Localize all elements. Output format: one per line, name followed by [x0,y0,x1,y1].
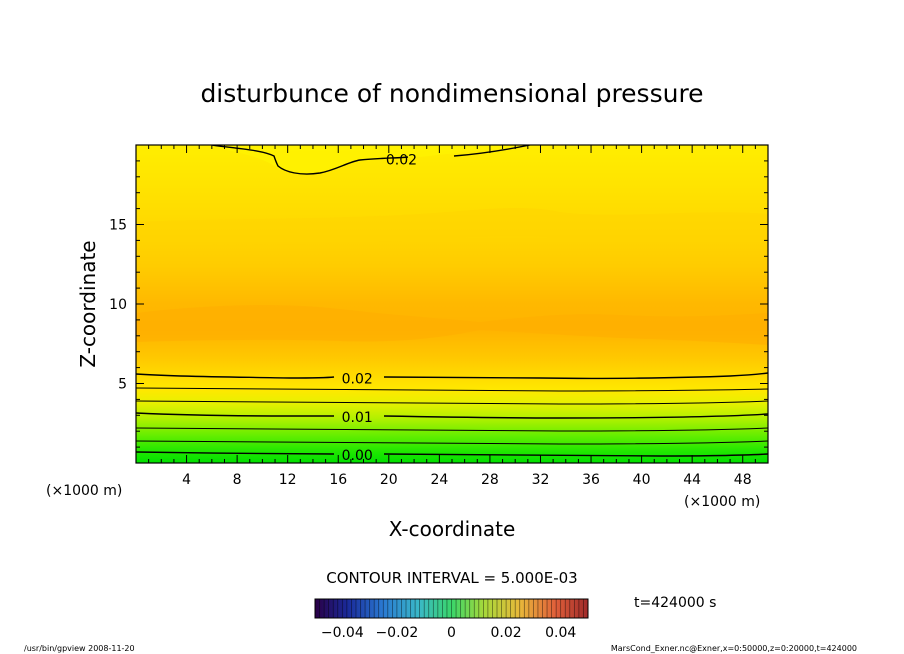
x-tick-label: 44 [683,472,701,488]
contour-line-0.01 [136,412,334,417]
x-axis-title: X-coordinate [389,517,516,541]
x-tick-label: 32 [532,472,550,488]
colorbar-tick-label: 0.02 [491,625,522,641]
colorbar-tick-label: −0.04 [321,625,364,641]
footer-left: /usr/bin/gpview 2008-11-20 [24,644,135,653]
field-background [136,145,768,463]
contour-interval-label: CONTOUR INTERVAL = 5.000E-03 [326,569,577,587]
x-unit-left: (×1000 m) [46,483,122,499]
y-axis-title: Z-coordinate [76,240,100,367]
time-label: t=424000 s [634,595,716,611]
footer-right: MarsCond_Exner.nc@Exner,x=0:50000,z=0:20… [611,644,857,653]
y-tick-label: 5 [118,377,127,393]
colorbar-frame [314,598,589,619]
x-tick-label: 40 [633,472,651,488]
contour-line-0.02-right [383,372,768,380]
y-tick-label: 15 [109,218,127,234]
x-axis-ticks: 4 8 12 16 20 24 28 32 36 40 44 48 [148,145,756,488]
x-tick-label: 16 [329,472,347,488]
contour-line-0.01-right [383,413,768,419]
x-tick-label: 48 [734,472,752,488]
x-tick-label: 12 [279,472,297,488]
contour-label: 0.02 [386,152,417,168]
x-tick-label: 28 [481,472,499,488]
contour-line-top-right [453,145,531,157]
colorbar [314,598,589,619]
chart-title: disturbunce of nondimensional pressure [200,79,703,108]
x-tick-label: 20 [380,472,398,488]
y-tick-label: 10 [109,297,127,313]
colorbar-stripes [319,599,584,618]
colorbar-tick-label: −0.02 [375,625,418,641]
contour-line-top [211,145,409,175]
x-tick-label: 4 [182,472,191,488]
contour-label: 0.01 [342,410,373,426]
contour-label: 0.00 [342,448,373,464]
colorbar-tick-label: 0.04 [545,625,576,641]
plot-area [136,145,768,463]
x-tick-label: 36 [582,472,600,488]
y-axis-ticks: 5 10 15 [109,160,768,448]
contour-line-0.00 [136,451,335,455]
colorbar-ticks: −0.04 −0.02 0 0.02 0.04 [321,625,577,641]
upper-band-undulation [136,208,768,246]
x-tick-label: 24 [430,472,448,488]
x-tick-label: 8 [233,472,242,488]
contour-line-0.02 [136,373,335,379]
orange-core [136,305,768,345]
x-unit-right: (×1000 m) [684,494,760,510]
contour-line-0.00-right [383,453,768,457]
colorbar-tick-label: 0 [447,625,456,641]
contour-label: 0.02 [342,372,373,388]
contour-labels: 0.02 0.02 0.01 0.00 [342,152,417,464]
